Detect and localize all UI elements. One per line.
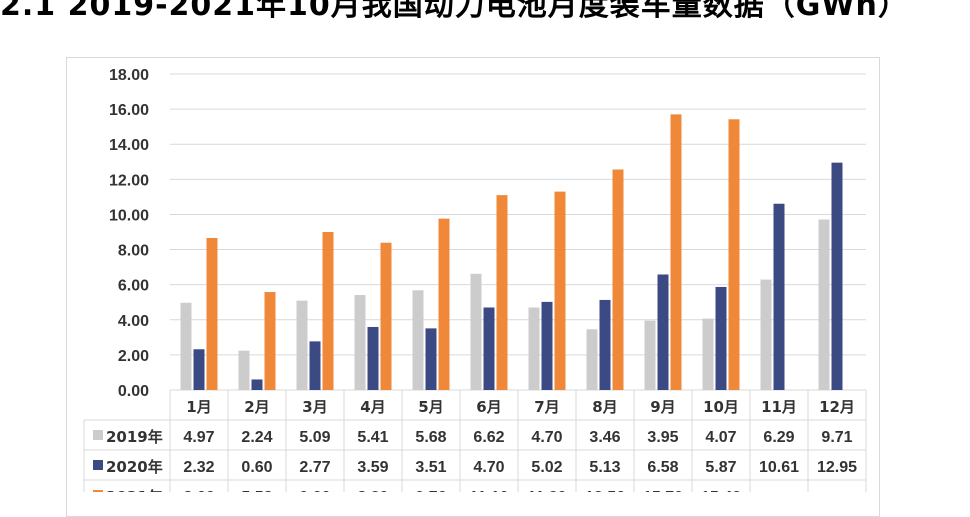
data-label: 10.61 bbox=[759, 459, 799, 476]
x-tick-label: 2月 bbox=[244, 398, 269, 416]
bar bbox=[367, 326, 379, 390]
bar bbox=[528, 307, 540, 390]
bar bbox=[702, 318, 714, 390]
x-tick-label: 11月 bbox=[761, 398, 797, 416]
bar bbox=[728, 119, 740, 390]
bar bbox=[354, 295, 366, 390]
data-label: 5.87 bbox=[705, 459, 736, 476]
data-label: 15.42 bbox=[701, 489, 741, 492]
x-tick-label: 3月 bbox=[302, 398, 327, 416]
legend-label: 2019年 bbox=[106, 428, 163, 446]
data-label: 12.95 bbox=[817, 459, 857, 476]
x-tick-label: 8月 bbox=[592, 398, 617, 416]
bar bbox=[251, 379, 263, 390]
bar-chart: 0.00 2.00 4.00 6.00 8.00 10.00 12.00 14.00 16.00… bbox=[83, 67, 867, 492]
y-tick-label: 2.00 bbox=[118, 348, 149, 365]
bar bbox=[380, 242, 392, 390]
y-tick-label: 14.00 bbox=[109, 137, 149, 154]
data-label: 9.00 bbox=[299, 489, 330, 492]
data-label: 4.70 bbox=[531, 429, 562, 446]
data-label: 6.29 bbox=[763, 429, 794, 446]
x-tick-label: 4月 bbox=[360, 398, 385, 416]
bar bbox=[206, 237, 218, 390]
x-tick-label: 9月 bbox=[650, 398, 675, 416]
data-label: 4.70 bbox=[473, 459, 504, 476]
bar bbox=[670, 114, 682, 390]
data-label: 2.32 bbox=[183, 459, 214, 476]
data-label: 2.24 bbox=[241, 429, 272, 446]
data-label: 11.10 bbox=[469, 489, 508, 492]
x-tick-label: 6月 bbox=[476, 398, 501, 416]
legend-label: 2021年 bbox=[106, 488, 163, 492]
x-tick-label: 12月 bbox=[819, 398, 855, 416]
bar bbox=[412, 290, 424, 390]
data-label: 5.02 bbox=[531, 459, 562, 476]
data-label: 6.62 bbox=[473, 429, 504, 446]
data-label: 11.30 bbox=[527, 489, 566, 492]
data-label: 5.58 bbox=[241, 489, 272, 492]
bar bbox=[715, 286, 727, 390]
bar bbox=[193, 349, 205, 390]
data-label: 2.77 bbox=[299, 459, 330, 476]
bar bbox=[760, 279, 772, 390]
x-tick-label: 1月 bbox=[186, 398, 211, 416]
bar bbox=[831, 162, 843, 390]
bar bbox=[657, 274, 669, 390]
data-label: 6.58 bbox=[647, 459, 678, 476]
data-label: 5.68 bbox=[415, 429, 446, 446]
data-label: 3.59 bbox=[357, 459, 388, 476]
chart-title: 2.1 2019-2021年10月我国动力电池月度装车量数据（GWh） bbox=[0, 0, 909, 23]
y-tick-label: 8.00 bbox=[118, 243, 149, 260]
bar bbox=[773, 203, 785, 390]
data-label: 12.56 bbox=[585, 489, 625, 492]
data-label: 5.13 bbox=[589, 459, 620, 476]
y-tick-label: 18.00 bbox=[109, 67, 149, 84]
bar bbox=[818, 219, 830, 390]
bar bbox=[322, 232, 334, 390]
bar bbox=[309, 341, 321, 390]
data-label: 3.51 bbox=[415, 459, 446, 476]
data-label: 9.76 bbox=[415, 489, 446, 492]
y-tick-label: 12.00 bbox=[109, 172, 149, 189]
bar bbox=[438, 218, 450, 390]
data-label: 5.09 bbox=[299, 429, 330, 446]
bar bbox=[496, 195, 508, 390]
y-tick-label: 6.00 bbox=[118, 278, 149, 295]
bar bbox=[296, 300, 308, 390]
y-tick-label: 0.00 bbox=[118, 383, 149, 400]
bar bbox=[470, 273, 482, 390]
legend-label: 2020年 bbox=[106, 458, 163, 476]
data-label: 5.41 bbox=[357, 429, 388, 446]
bar bbox=[264, 292, 276, 390]
bar bbox=[180, 302, 192, 390]
data-label: 8.66 bbox=[183, 489, 214, 492]
bar bbox=[612, 169, 624, 390]
legend-key bbox=[93, 430, 103, 440]
data-label: 3.95 bbox=[647, 429, 678, 446]
data-label: 4.07 bbox=[705, 429, 736, 446]
y-tick-label: 10.00 bbox=[109, 207, 149, 224]
data-label: 8.39 bbox=[357, 489, 388, 492]
x-tick-label: 10月 bbox=[703, 398, 739, 416]
bar bbox=[554, 191, 566, 390]
bar bbox=[541, 301, 553, 390]
x-tick-label: 7月 bbox=[534, 398, 559, 416]
bar bbox=[644, 320, 656, 390]
bar bbox=[425, 328, 437, 390]
legend-key bbox=[93, 460, 103, 470]
bar bbox=[586, 329, 598, 390]
y-tick-label: 16.00 bbox=[109, 102, 149, 119]
data-label: 9.71 bbox=[821, 429, 852, 446]
y-tick-label: 4.00 bbox=[118, 313, 149, 330]
bar bbox=[483, 307, 495, 390]
data-label: 4.97 bbox=[183, 429, 214, 446]
x-tick-label: 5月 bbox=[418, 398, 443, 416]
legend-key bbox=[93, 490, 103, 492]
bar bbox=[238, 350, 250, 390]
data-label: 0.60 bbox=[241, 459, 272, 476]
data-label: 15.70 bbox=[643, 489, 683, 492]
data-label: 3.46 bbox=[589, 429, 620, 446]
bar bbox=[599, 299, 611, 390]
